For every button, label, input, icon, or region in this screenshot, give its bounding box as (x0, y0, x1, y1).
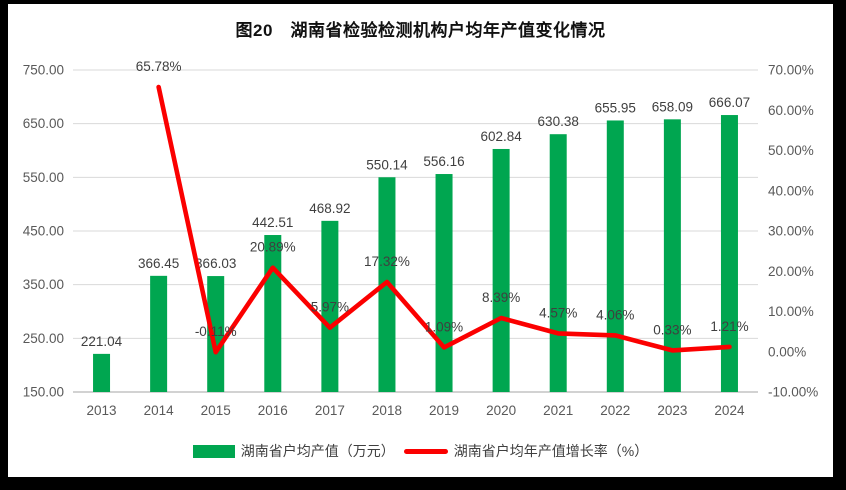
line-value-label: 65.78% (136, 59, 182, 74)
chart-plot-area: 150.00 250.00 350.00 450.00 550.00 650.00 750.… (23, 59, 819, 418)
x-axis-label: 2018 (372, 403, 402, 418)
x-axis-label: 2024 (714, 403, 745, 418)
chart-canvas: 图20 湖南省检验检测机构户均年产值变化情况 150.00 250.00 350.0… (8, 4, 833, 477)
bar-value-label: 468.92 (309, 201, 350, 216)
line-value-label: -0.11% (195, 324, 237, 339)
line-value-label: 20.89% (250, 240, 296, 255)
left-axis-tick: 650.00 (23, 116, 64, 131)
line-value-label: 1.21% (710, 319, 748, 334)
right-axis-tick: 40.00% (768, 183, 814, 198)
line-value-label: 17.32% (364, 254, 410, 269)
bar-2023 (663, 119, 681, 392)
legend-line-swatch-icon (403, 448, 448, 454)
right-axis-tick: 20.00% (768, 264, 814, 279)
x-axis-label: 2015 (201, 403, 231, 418)
x-axis-label: 2014 (144, 403, 175, 418)
bar-value-label: 221.04 (81, 334, 123, 349)
right-axis-tick: 60.00% (768, 103, 814, 118)
right-axis-tick: 70.00% (768, 63, 814, 78)
legend-bar-label: 湖南省户均产值（万元） (240, 443, 395, 459)
line-value-label: 5.97% (311, 300, 349, 315)
right-axis-tick: -10.00% (768, 385, 818, 400)
legend: 湖南省户均产值（万元） 湖南省户均年产值增长率（%） (8, 441, 833, 461)
legend-bar-swatch-icon (192, 444, 235, 458)
bar-value-label: 602.84 (480, 129, 522, 144)
bar-value-label: 630.38 (538, 114, 579, 129)
line-value-label: 0.33% (653, 322, 691, 337)
bar-value-label: 658.09 (652, 99, 693, 114)
bar-2024 (720, 115, 738, 393)
bar-value-label: 666.07 (709, 95, 750, 110)
left-axis-tick: 350.00 (23, 277, 64, 292)
right-axis-tick: 10.00% (768, 304, 814, 319)
bar-2020 (492, 148, 510, 392)
bar-2021 (549, 134, 567, 393)
left-axis-tick: 450.00 (23, 224, 64, 239)
legend-item-bar: 湖南省户均产值（万元） (192, 441, 395, 461)
legend-line-label: 湖南省户均年产值增长率（%） (453, 443, 649, 459)
x-axis-label: 2013 (87, 403, 117, 418)
bar-2016 (264, 235, 282, 392)
bar-value-label: 655.95 (595, 100, 636, 115)
x-axis-label: 2022 (600, 403, 630, 418)
bar-value-label: 550.14 (366, 157, 408, 172)
x-axis-label: 2023 (657, 403, 687, 418)
x-axis-label: 2021 (543, 403, 573, 418)
x-axis-label: 2019 (429, 403, 459, 418)
left-axis-tick: 750.00 (23, 63, 64, 78)
bar-value-label: 442.51 (252, 215, 293, 230)
bar-2019 (435, 174, 453, 392)
growth-line (156, 84, 732, 355)
chart-title: 图20 湖南省检验检测机构户均年产值变化情况 (235, 21, 606, 40)
bar-value-label: 366.03 (195, 256, 236, 271)
x-axis-label: 2020 (486, 403, 516, 418)
bar-2022 (606, 120, 624, 392)
line-value-label: 8.39% (482, 290, 520, 305)
bar-2013 (93, 353, 111, 392)
legend-item-line: 湖南省户均年产值增长率（%） (403, 441, 649, 461)
line-value-label: 1.09% (425, 319, 463, 334)
right-axis-tick: 50.00% (768, 143, 814, 158)
x-axis-label: 2016 (258, 403, 288, 418)
line-value-label: 4.57% (539, 305, 577, 320)
bar-2014 (150, 275, 168, 392)
bar-value-label: 556.16 (423, 154, 464, 169)
line-value-label: 4.06% (596, 307, 634, 322)
bar-2017 (321, 220, 339, 392)
right-axis-tick: 0.00% (768, 344, 806, 359)
right-axis-tick: 30.00% (768, 224, 814, 239)
left-axis-tick: 250.00 (23, 331, 64, 346)
x-axis-label: 2017 (315, 403, 345, 418)
left-axis-tick: 150.00 (23, 385, 64, 400)
bar-value-label: 366.45 (138, 256, 179, 271)
left-axis-tick: 550.00 (23, 170, 64, 185)
bar-2015 (207, 276, 225, 392)
